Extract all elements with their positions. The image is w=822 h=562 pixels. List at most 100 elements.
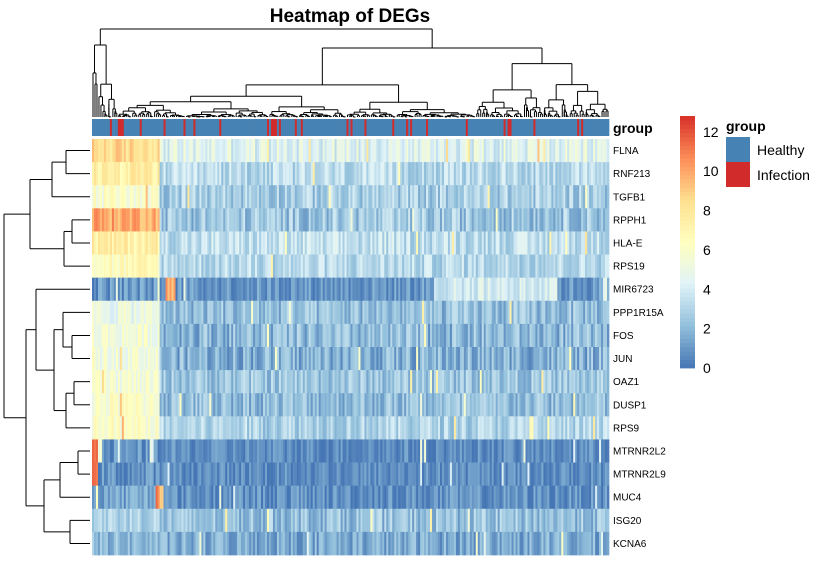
heatmap-cell xyxy=(589,231,592,255)
heatmap-cell xyxy=(420,139,423,163)
heatmap-cell xyxy=(177,277,180,302)
heatmap-cell xyxy=(374,277,377,302)
heatmap-cell xyxy=(272,323,276,348)
heatmap-cell xyxy=(340,162,343,186)
heatmap-cell xyxy=(257,323,260,348)
heatmap-cell xyxy=(197,208,200,232)
heatmap-cell xyxy=(545,139,548,163)
heatmap-cell xyxy=(270,139,274,163)
heatmap-cell xyxy=(159,231,162,255)
heatmap-cell xyxy=(243,139,246,163)
heatmap-cell xyxy=(426,162,429,186)
heatmap-cell xyxy=(525,323,528,348)
heatmap-cell xyxy=(280,254,284,279)
annotation-cell xyxy=(127,119,131,136)
heatmap-cell xyxy=(171,208,174,232)
heatmap-cell xyxy=(376,370,379,394)
heatmap-cell xyxy=(245,139,248,163)
heatmap-cell xyxy=(278,277,282,302)
heatmap-cell xyxy=(479,277,483,302)
heatmap-cell xyxy=(171,185,174,209)
heatmap-cell xyxy=(314,323,318,348)
heatmap-cell xyxy=(380,162,383,186)
heatmap-cell xyxy=(115,416,119,440)
heatmap-cell xyxy=(119,323,123,348)
heatmap-cell xyxy=(545,162,548,186)
heatmap-cell xyxy=(183,416,186,440)
heatmap-cell xyxy=(342,277,345,302)
heatmap-cell xyxy=(404,300,407,325)
heatmap-cell xyxy=(561,416,564,440)
heatmap-cell xyxy=(105,416,109,440)
annotation-cell xyxy=(547,119,550,136)
heatmap-cell xyxy=(358,208,361,232)
heatmap-cell xyxy=(111,162,115,186)
heatmap-cell xyxy=(203,347,206,371)
heatmap-cell xyxy=(123,393,127,417)
heatmap-cell xyxy=(300,300,304,325)
heatmap-cell xyxy=(241,416,244,440)
heatmap-cell xyxy=(193,208,196,232)
heatmap-cell xyxy=(507,254,510,279)
heatmap-cell xyxy=(278,393,282,417)
heatmap-cell xyxy=(601,254,604,279)
heatmap-cell xyxy=(227,254,230,279)
heatmap-cell xyxy=(549,277,552,302)
heatmap-cell xyxy=(197,416,200,440)
heatmap-cell xyxy=(414,416,417,440)
annotation-cell xyxy=(390,119,393,136)
heatmap-cell xyxy=(235,370,238,394)
heatmap-cell xyxy=(577,347,580,371)
heatmap-cell xyxy=(513,231,516,255)
annotation-cell xyxy=(163,119,166,136)
heatmap-cell xyxy=(245,231,248,255)
heatmap-cell xyxy=(282,231,286,255)
heatmap-cell xyxy=(324,277,327,302)
heatmap-cell xyxy=(374,139,377,163)
heatmap-cell xyxy=(370,370,373,394)
heatmap-cell xyxy=(529,208,532,232)
heatmap-cell xyxy=(358,393,361,417)
heatmap-cell xyxy=(475,208,479,232)
heatmap-cell xyxy=(123,231,127,255)
heatmap-cell xyxy=(278,323,282,348)
heatmap-cell xyxy=(296,208,300,232)
heatmap-cell xyxy=(93,185,97,209)
annotation-cell xyxy=(219,119,222,136)
heatmap-cell xyxy=(525,370,528,394)
heatmap-cell xyxy=(368,185,371,209)
heatmap-cell xyxy=(338,231,341,255)
heatmap-cell xyxy=(551,323,554,348)
heatmap-cell xyxy=(430,208,433,232)
heatmap-cell xyxy=(396,370,399,394)
heatmap-cell xyxy=(169,185,172,209)
heatmap-cell xyxy=(280,277,284,302)
heatmap-cell xyxy=(135,139,139,163)
annotation-cell xyxy=(360,119,363,136)
heatmap-cell xyxy=(439,323,443,348)
heatmap-cell xyxy=(237,347,240,371)
heatmap-cell xyxy=(493,208,497,232)
heatmap-cell xyxy=(185,416,188,440)
heatmap-cell xyxy=(587,416,590,440)
heatmap-cell xyxy=(366,323,369,348)
heatmap-cell xyxy=(113,139,117,163)
heatmap-cell xyxy=(451,139,455,163)
heatmap-cell xyxy=(350,208,353,232)
heatmap-cell xyxy=(404,323,407,348)
heatmap-cell xyxy=(189,162,192,186)
heatmap-cell xyxy=(101,185,105,209)
heatmap-cell xyxy=(294,370,298,394)
heatmap-cell xyxy=(388,370,391,394)
heatmap-cell xyxy=(330,231,333,255)
annotation-cell xyxy=(195,119,198,136)
heatmap-cell xyxy=(394,300,397,325)
heatmap-cell xyxy=(173,254,176,279)
heatmap-cell xyxy=(296,439,300,463)
heatmap-cell xyxy=(253,139,256,163)
heatmap-cell xyxy=(115,277,119,302)
heatmap-cell xyxy=(310,393,314,417)
heatmap-cell xyxy=(93,439,97,463)
heatmap-cell xyxy=(189,185,192,209)
heatmap-cell xyxy=(539,185,542,209)
